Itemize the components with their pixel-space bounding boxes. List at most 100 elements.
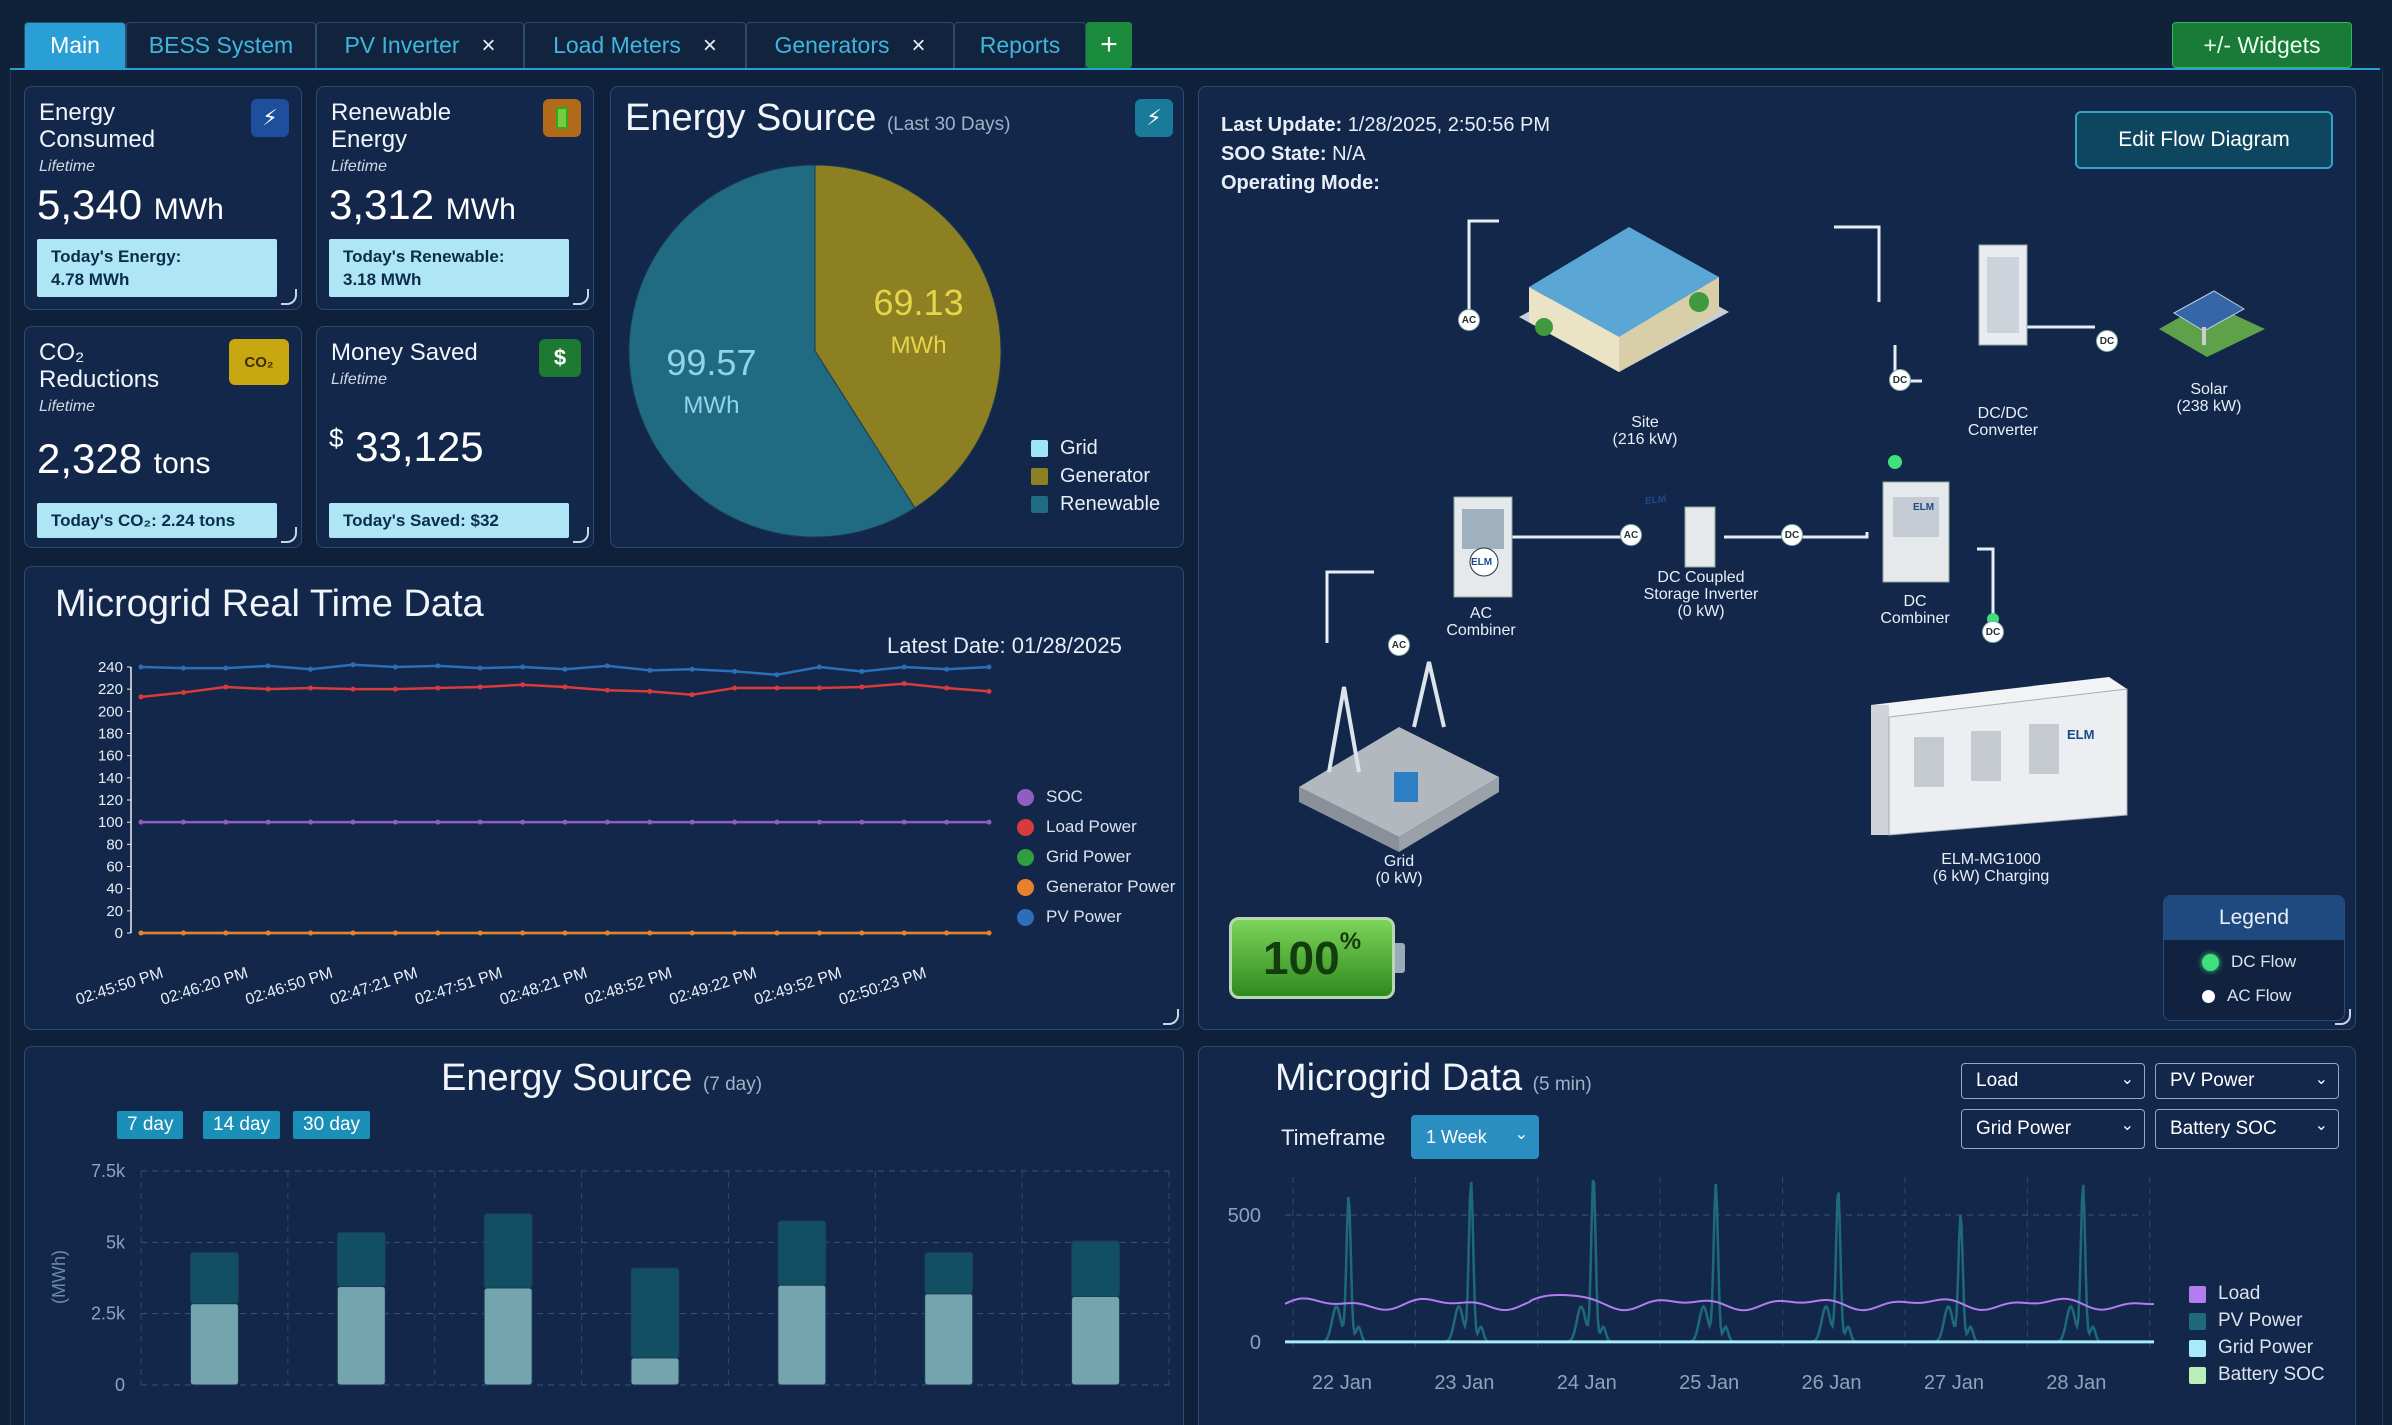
data-point xyxy=(223,684,229,690)
legend-item: Renewable xyxy=(1031,493,1160,516)
y-tick-label: 220 xyxy=(98,681,123,698)
card-title: Renewable Energy Lifetime xyxy=(331,99,452,175)
data-point xyxy=(265,663,271,669)
resize-handle[interactable] xyxy=(281,289,297,305)
data-point xyxy=(604,687,610,693)
card-title: Energy Consumed Lifetime xyxy=(39,99,156,175)
data-point xyxy=(435,685,441,691)
storage-inverter-icon xyxy=(1684,506,1716,568)
resize-handle[interactable] xyxy=(573,527,589,543)
range-30-day-button[interactable]: 30 day xyxy=(293,1111,371,1139)
data-point xyxy=(138,694,144,700)
elm-label: ELM-MG1000 (6 kW) Charging xyxy=(1932,851,2050,885)
series-select-3[interactable]: Grid Power ⌄ xyxy=(1961,1109,2145,1149)
swatch xyxy=(2189,1285,2206,1303)
stat-value: 3,312 MWh xyxy=(329,181,516,228)
card-title: Microgrid Real Time Data xyxy=(55,583,484,625)
lightning-icon: ⚡ xyxy=(251,99,289,137)
data-point xyxy=(689,930,695,936)
legend-item: AC Flow xyxy=(2202,986,2291,1006)
slice-value-label: 99.57 xyxy=(666,342,756,383)
data-point xyxy=(944,666,950,672)
data-point xyxy=(732,930,738,936)
range-7-day-button[interactable]: 7 day xyxy=(117,1111,184,1139)
series-select-2[interactable]: PV Power ⌄ xyxy=(2155,1063,2339,1099)
site-building-icon xyxy=(1519,227,1729,372)
tab-reports[interactable]: Reports xyxy=(954,22,1086,68)
dollar-icon: $ xyxy=(539,339,581,377)
data-point xyxy=(265,819,271,825)
data-point xyxy=(774,819,780,825)
series-select-1[interactable]: Load ⌄ xyxy=(1961,1063,2145,1099)
data-point xyxy=(562,930,568,936)
legend-item: PV Power xyxy=(1017,907,1122,927)
data-point xyxy=(435,663,441,669)
dc-combiner-label: DC Combiner xyxy=(1880,593,1950,627)
tab-bess-system[interactable]: BESS System xyxy=(126,22,316,68)
dc-combiner-icon xyxy=(1882,481,1950,583)
add-tab-button[interactable]: + xyxy=(1086,22,1132,68)
close-icon[interactable]: × xyxy=(702,31,717,59)
dc-node: DC xyxy=(2096,330,2118,352)
data-point xyxy=(562,666,568,672)
resize-handle[interactable] xyxy=(573,289,589,305)
x-tick-label: 02:47:51 PM xyxy=(413,965,505,1009)
swatch xyxy=(1017,908,1034,926)
timeframe-select[interactable]: 1 Week ⌄ xyxy=(1411,1115,1539,1159)
x-tick-label: 02:49:22 PM xyxy=(667,965,759,1009)
data-point xyxy=(774,930,780,936)
elm-logo: ELM xyxy=(1471,557,1493,568)
data-point xyxy=(986,688,992,694)
data-point xyxy=(265,930,271,936)
swatch xyxy=(1017,788,1034,806)
tab-generators[interactable]: Generators × xyxy=(746,22,954,68)
legend-title: Legend xyxy=(2164,896,2344,940)
tab-main[interactable]: Main xyxy=(24,22,126,68)
swatch xyxy=(1031,496,1048,513)
edit-flow-diagram-button[interactable]: Edit Flow Diagram xyxy=(2075,111,2333,169)
data-point xyxy=(477,819,483,825)
data-point xyxy=(138,819,144,825)
ac-node: AC xyxy=(1620,524,1642,546)
tab-pv-inverter[interactable]: PV Inverter × xyxy=(316,22,524,68)
y-tick-label: 100 xyxy=(98,814,123,831)
x-tick-label: 27 Jan xyxy=(1924,1372,1984,1394)
tab-label: Generators xyxy=(774,32,890,58)
data-point xyxy=(350,819,356,825)
data-point xyxy=(477,665,483,671)
co2-reductions-card: CO₂ Reductions Lifetime CO₂ 2,328 tons Tod… xyxy=(24,326,302,548)
ac-node: AC xyxy=(1388,634,1410,656)
today-badge: Today's Energy: 4.78 MWh xyxy=(37,239,277,297)
resize-handle[interactable] xyxy=(281,527,297,543)
dcdc-converter-icon xyxy=(1978,244,2028,346)
data-point xyxy=(816,664,822,670)
site-label: Site (216 kW) xyxy=(1612,414,1678,448)
x-tick-label: 02:48:21 PM xyxy=(498,965,590,1009)
legend-item: Generator xyxy=(1031,465,1150,488)
y-tick-label: 140 xyxy=(98,770,123,787)
tab-underline xyxy=(10,68,2380,71)
data-point xyxy=(308,930,314,936)
today-badge: Today's Saved: $32 xyxy=(329,503,569,538)
widgets-button[interactable]: +/- Widgets xyxy=(2172,22,2352,68)
y-tick-label: 240 xyxy=(98,659,123,676)
series-select-4[interactable]: Battery SOC ⌄ xyxy=(2155,1109,2339,1149)
data-point xyxy=(520,930,526,936)
data-point xyxy=(265,686,271,692)
tab-load-meters[interactable]: Load Meters × xyxy=(524,22,746,68)
data-point xyxy=(477,930,483,936)
data-point xyxy=(816,685,822,691)
storage-inverter-label: DC Coupled Storage Inverter (0 kW) xyxy=(1643,569,1759,620)
close-icon[interactable]: × xyxy=(481,31,496,59)
close-icon[interactable]: × xyxy=(911,31,926,59)
bar-grid xyxy=(336,1231,386,1288)
ac-combiner-icon xyxy=(1453,496,1513,598)
slice-value-label: 69.13 xyxy=(874,282,964,323)
legend-item: Load xyxy=(2189,1283,2260,1305)
data-point xyxy=(308,666,314,672)
data-point xyxy=(223,665,229,671)
legend-item: Load Power xyxy=(1017,817,1137,837)
resize-handle[interactable] xyxy=(2335,1009,2351,1025)
resize-handle[interactable] xyxy=(1163,1009,1179,1025)
range-14-day-button[interactable]: 14 day xyxy=(203,1111,281,1139)
